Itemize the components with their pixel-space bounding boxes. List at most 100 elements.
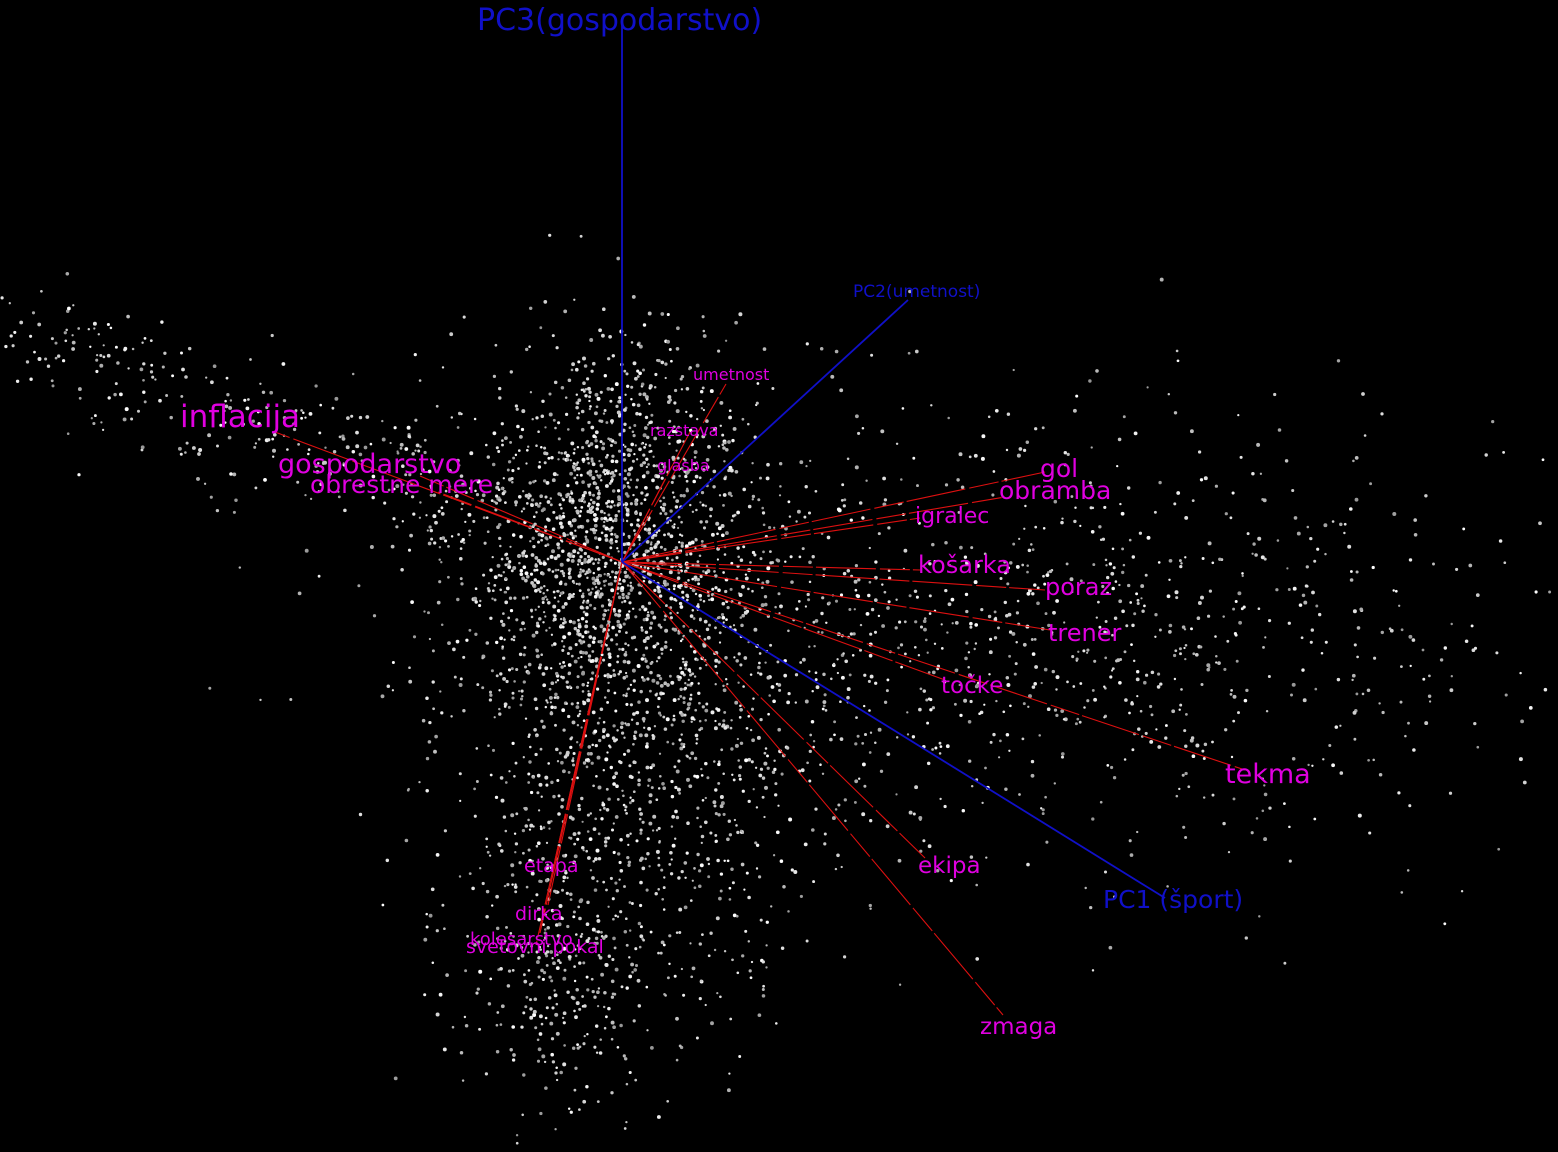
data-point — [501, 622, 506, 627]
data-point — [611, 957, 615, 962]
data-point — [736, 971, 740, 975]
data-point — [1184, 643, 1188, 647]
data-point — [701, 933, 704, 936]
data-point — [612, 782, 616, 786]
data-point — [579, 510, 583, 513]
data-point — [720, 801, 725, 806]
data-point — [644, 485, 648, 490]
data-point — [504, 781, 508, 784]
data-point — [452, 647, 456, 652]
data-point — [632, 742, 635, 746]
data-point — [613, 579, 617, 583]
data-point — [825, 621, 828, 625]
data-point — [92, 421, 96, 426]
data-point — [1022, 702, 1026, 706]
data-point — [1498, 539, 1503, 543]
data-point — [912, 812, 916, 816]
data-point — [614, 613, 618, 617]
data-point — [1201, 557, 1205, 560]
data-point — [486, 850, 490, 854]
data-point — [360, 459, 364, 462]
data-point — [573, 468, 577, 472]
data-point — [1025, 440, 1030, 444]
data-point — [622, 659, 627, 664]
data-point — [1432, 562, 1435, 566]
data-point — [712, 469, 717, 474]
data-point — [519, 572, 524, 577]
data-point — [431, 649, 435, 653]
data-point — [1028, 694, 1032, 699]
data-point — [410, 600, 414, 604]
data-point — [392, 487, 396, 491]
data-point — [1136, 598, 1140, 602]
data-point — [929, 708, 933, 712]
data-point — [551, 934, 554, 938]
data-point — [1063, 463, 1067, 467]
data-point — [639, 934, 644, 939]
data-point — [584, 537, 588, 541]
data-point — [169, 415, 173, 420]
data-point — [578, 589, 582, 593]
data-point — [1351, 678, 1354, 682]
data-point — [659, 691, 664, 696]
data-point — [511, 1058, 516, 1062]
data-point — [427, 611, 430, 615]
data-point — [1042, 574, 1045, 578]
data-point — [723, 950, 727, 953]
data-point — [495, 894, 499, 899]
data-point — [1043, 582, 1047, 586]
data-point — [523, 806, 528, 811]
data-point — [92, 321, 97, 326]
data-point — [1215, 661, 1218, 664]
data-point — [571, 720, 576, 725]
data-point — [933, 642, 937, 645]
data-point — [639, 880, 643, 885]
data-point — [1352, 459, 1355, 463]
data-point — [923, 617, 927, 620]
data-point — [542, 507, 546, 512]
data-point — [668, 442, 671, 445]
data-point — [531, 417, 534, 421]
data-point — [106, 353, 111, 358]
data-point — [568, 495, 572, 499]
data-point — [604, 844, 608, 848]
data-point — [707, 594, 710, 598]
data-point — [327, 471, 332, 476]
data-point — [544, 426, 547, 429]
data-point — [481, 881, 485, 886]
data-point — [522, 934, 526, 938]
data-point — [572, 620, 576, 625]
data-point — [675, 499, 680, 503]
data-point — [119, 392, 123, 397]
data-point — [718, 494, 722, 497]
data-point — [689, 899, 693, 902]
data-point — [987, 614, 992, 619]
data-point — [861, 762, 866, 767]
data-point — [625, 702, 629, 706]
data-point — [555, 346, 559, 350]
data-point — [629, 588, 633, 592]
data-point — [696, 816, 699, 820]
data-point — [430, 537, 434, 541]
data-point — [572, 554, 576, 558]
data-point — [720, 524, 725, 528]
data-point — [610, 638, 614, 642]
data-point — [1245, 688, 1249, 693]
data-point — [1254, 553, 1258, 557]
data-point — [1411, 638, 1416, 642]
data-point — [576, 416, 580, 420]
data-point — [429, 493, 433, 497]
data-point — [696, 417, 699, 421]
data-point — [396, 451, 400, 455]
data-point — [640, 628, 644, 632]
data-point — [1129, 601, 1133, 604]
data-point — [538, 879, 542, 883]
data-point — [423, 610, 426, 613]
data-point — [938, 741, 942, 745]
data-point — [1030, 773, 1035, 778]
word-vector-obrestne-mere — [437, 491, 623, 563]
data-point — [539, 825, 543, 828]
data-point — [625, 692, 628, 695]
data-point — [680, 712, 685, 717]
data-point — [432, 460, 436, 464]
